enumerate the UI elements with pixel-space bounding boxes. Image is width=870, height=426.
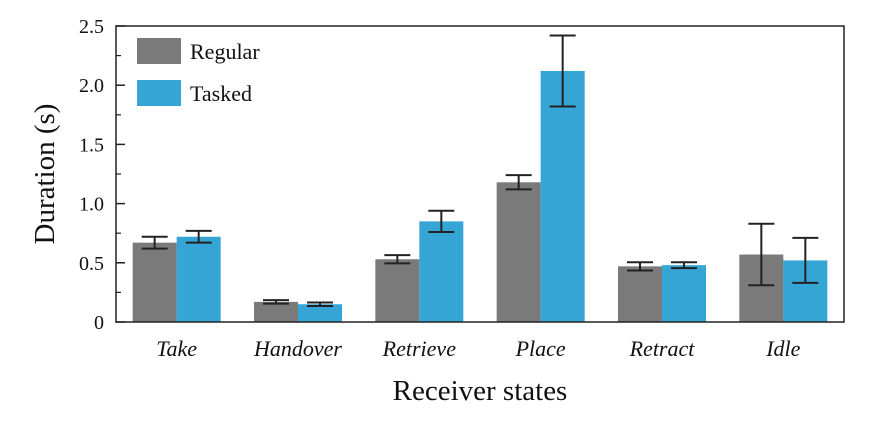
bar-tasked-take [176, 236, 221, 322]
y-tick-label: 1.5 [79, 134, 104, 156]
x-tick-label: Retract [629, 336, 696, 361]
error-bar-regular-retrieve [384, 254, 411, 265]
bar-regular-retract [618, 266, 662, 322]
y-tick-label: 1.0 [79, 194, 104, 216]
x-tick-label: Retrieve [382, 336, 457, 361]
y-tick-label: 0.5 [79, 253, 104, 275]
bar-tasked-retract [662, 265, 706, 322]
error-bar-regular-idle [748, 222, 775, 287]
bar-regular-take [132, 242, 177, 322]
legend-swatch-tasked [137, 80, 181, 106]
x-tick-label: Take [156, 336, 197, 361]
legend-swatch-regular [137, 38, 181, 64]
y-axis-title: Duration (s) [29, 104, 61, 245]
bar-regular-handover [254, 301, 298, 322]
error-bar-tasked-place [549, 34, 576, 108]
error-bar-regular-take [141, 235, 168, 250]
bar-tasked-place [540, 70, 585, 322]
y-tick-label: 2.5 [79, 16, 104, 38]
y-tick-label: 2.0 [79, 75, 104, 97]
bar-regular-retrieve [375, 259, 420, 322]
y-tick-label: 0 [94, 312, 104, 334]
bar-regular-place [496, 182, 541, 322]
error-bar-tasked-retract [671, 261, 697, 270]
x-tick-label: Handover [253, 336, 342, 361]
error-bar-regular-place [505, 174, 532, 191]
x-axis-title: Receiver states [393, 375, 568, 407]
error-bar-tasked-handover [307, 301, 333, 308]
error-bar-tasked-take [185, 229, 212, 244]
x-tick-label: Place [515, 336, 566, 361]
bar-tasked-retrieve [419, 221, 464, 322]
x-tick-label: Idle [765, 336, 800, 361]
error-bar-tasked-idle [792, 236, 819, 284]
legend-label-regular: Regular [190, 39, 260, 64]
error-bar-tasked-retrieve [428, 209, 455, 234]
bar-tasked-handover [298, 304, 342, 322]
legend-label-tasked: Tasked [190, 81, 252, 106]
plot-frame [115, 25, 845, 323]
error-bar-regular-retract [627, 261, 653, 272]
error-bar-regular-handover [263, 299, 289, 305]
